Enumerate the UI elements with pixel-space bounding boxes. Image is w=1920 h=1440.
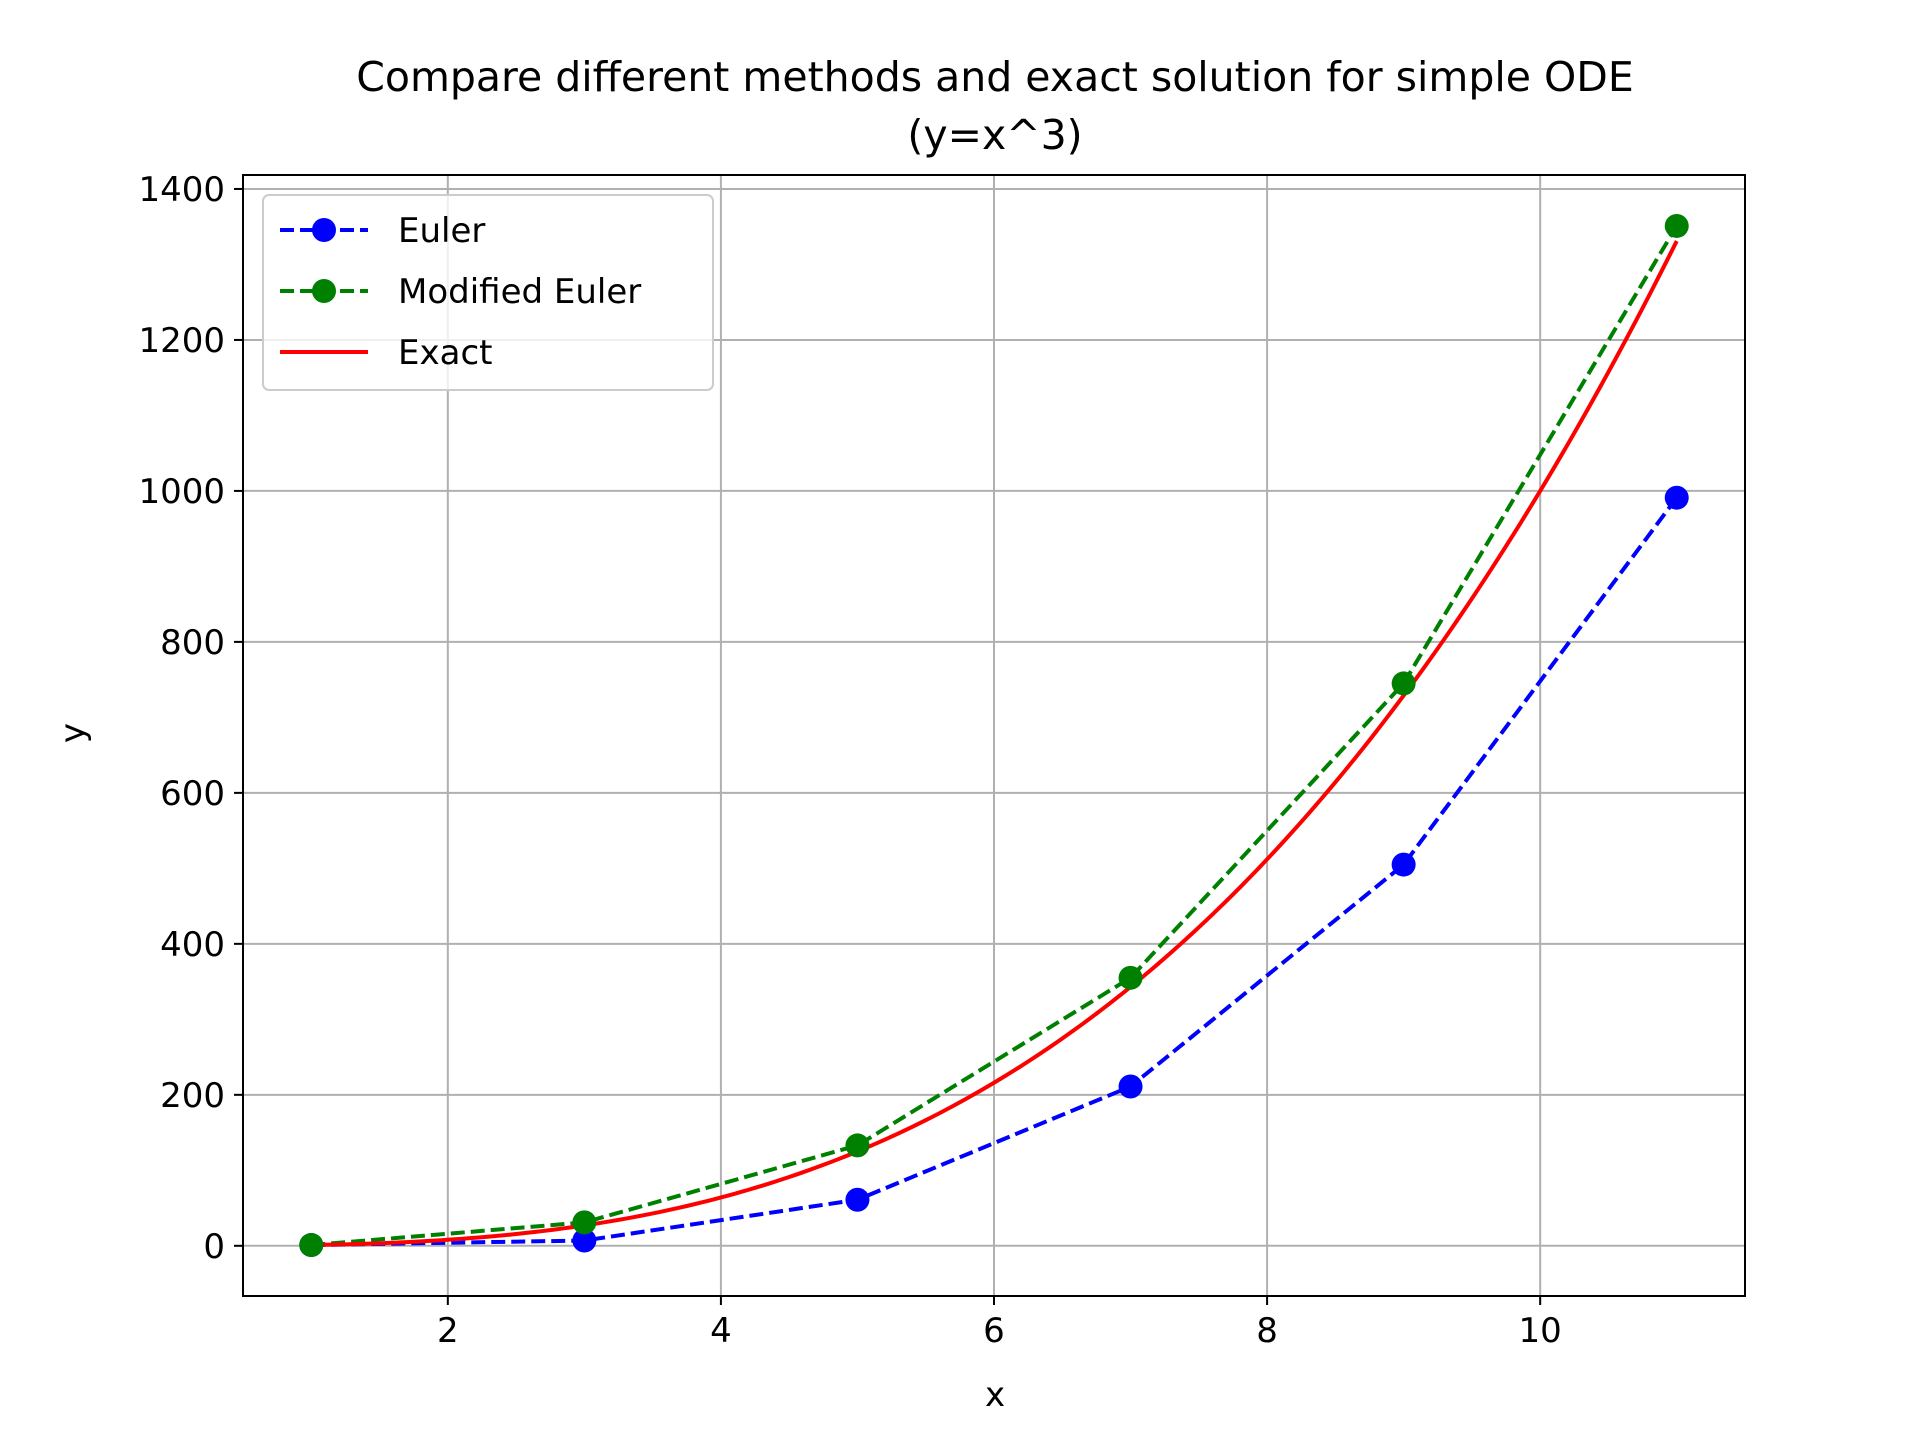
- axis-ticks: 2 4 6 8 10 0 200 400 600 800 1000 1200 1400: [138, 170, 1561, 1351]
- y-tick-label: 1000: [138, 472, 225, 512]
- series-euler-point: [572, 1228, 597, 1253]
- chart-title-line-2: (y=x^3): [907, 111, 1082, 159]
- legend-euler-marker: [312, 218, 336, 242]
- y-tick-label: 1400: [138, 170, 225, 210]
- x-axis-label: x: [985, 1375, 1005, 1415]
- series-modified-euler-point: [1391, 671, 1416, 696]
- chart-title-line-1: Compare different methods and exact solu…: [356, 53, 1634, 101]
- series-modified-euler-point: [845, 1133, 870, 1158]
- series-modified-euler-line: [311, 224, 1679, 1248]
- y-tick-label: 600: [160, 774, 225, 814]
- legend-exact-label: Exact: [398, 333, 492, 373]
- y-tick-label: 1200: [138, 321, 225, 361]
- series-euler-point: [1391, 852, 1416, 877]
- y-tick-label: 200: [160, 1076, 225, 1116]
- y-tick-label: 0: [203, 1227, 225, 1267]
- x-tick-label: 8: [1256, 1311, 1278, 1351]
- x-tick-label: 4: [710, 1311, 732, 1351]
- series-modified-euler-point: [299, 1233, 324, 1258]
- series-modified-euler-point: [1118, 965, 1143, 990]
- series-euler-point: [845, 1187, 870, 1212]
- plot-series: [299, 213, 1689, 1258]
- series-euler-line: [311, 496, 1679, 1248]
- series-euler-point: [1118, 1074, 1143, 1099]
- x-tick-label: 2: [437, 1311, 459, 1351]
- legend-modified-euler-marker: [312, 279, 336, 303]
- y-tick-label: 400: [160, 925, 225, 965]
- legend-modified-euler-label: Modified Euler: [398, 272, 641, 312]
- legend-box: [262, 194, 714, 391]
- series-euler-point: [1664, 485, 1689, 510]
- y-tick-label: 800: [160, 623, 225, 663]
- series-modified-euler-point: [1664, 213, 1689, 238]
- x-tick-label: 6: [983, 1311, 1005, 1351]
- x-tick-label: 10: [1519, 1311, 1562, 1351]
- y-axis-label: y: [53, 723, 93, 743]
- grid-lines: [243, 175, 1745, 1296]
- legend-euler-label: Euler: [398, 211, 485, 251]
- series-exact-line: [311, 240, 1679, 1248]
- series-modified-euler-point: [572, 1210, 597, 1235]
- legend: Euler Modified Euler Exact: [262, 194, 714, 391]
